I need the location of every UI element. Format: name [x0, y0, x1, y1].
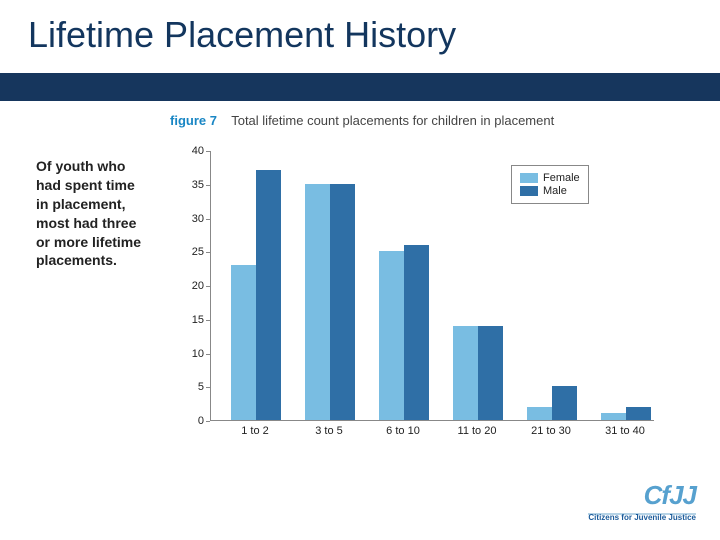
page-title: Lifetime Placement History: [28, 14, 456, 56]
legend-label: Male: [543, 185, 567, 197]
y-tick: 20: [170, 280, 204, 292]
logo: CfJJ Citizens for Juvenile Justice: [588, 480, 696, 522]
bar: [552, 386, 577, 420]
plot-area: FemaleMale: [210, 151, 654, 421]
bar: [330, 184, 355, 420]
y-tick: 10: [170, 348, 204, 360]
logo-text: CfJJ: [588, 480, 696, 511]
legend-label: Female: [543, 172, 580, 184]
figure-caption: figure 7 Total lifetime count placements…: [170, 113, 554, 128]
figure-caption-text: Total lifetime count placements for chil…: [231, 113, 554, 128]
y-tick: 35: [170, 179, 204, 191]
y-tick: 15: [170, 314, 204, 326]
y-tick: 25: [170, 246, 204, 258]
bar: [601, 413, 626, 420]
logo-subtext: Citizens for Juvenile Justice: [588, 513, 696, 522]
bar: [379, 251, 404, 420]
figure-caption-label: figure 7: [170, 113, 217, 128]
legend: FemaleMale: [511, 165, 589, 204]
x-tick: 6 to 10: [386, 425, 420, 437]
y-axis-ticks: 0510152025303540: [170, 151, 208, 421]
x-tick: 21 to 30: [531, 425, 571, 437]
y-tick: 30: [170, 213, 204, 225]
bar: [478, 326, 503, 421]
bar: [404, 245, 429, 421]
x-tick: 11 to 20: [458, 425, 497, 437]
bar: [453, 326, 478, 421]
figure: figure 7 Total lifetime count placements…: [170, 113, 670, 455]
x-tick: 1 to 2: [241, 425, 269, 437]
bar: [626, 407, 651, 421]
y-tick: 0: [170, 415, 204, 427]
bar: [256, 170, 281, 420]
legend-item: Female: [520, 172, 580, 184]
legend-swatch: [520, 173, 538, 183]
bar: [231, 265, 256, 420]
x-tick: 3 to 5: [315, 425, 343, 437]
y-tick: 40: [170, 145, 204, 157]
legend-swatch: [520, 186, 538, 196]
legend-item: Male: [520, 185, 580, 197]
bar: [527, 407, 552, 421]
sidebar-callout: Of youth who had spent time in placement…: [36, 157, 144, 270]
x-axis-ticks: 1 to 2 3 to 5 6 to 10 11 to 20 21 to 30 31 to…: [210, 423, 654, 441]
x-tick: 31 to 40: [605, 425, 645, 437]
y-tick: 5: [170, 381, 204, 393]
bar: [305, 184, 330, 420]
title-bar: [0, 73, 720, 101]
bar-chart: 0 5 10 15 20 25 30 35 40 FemaleMale 1 to 2 3 to 5…: [170, 141, 670, 441]
